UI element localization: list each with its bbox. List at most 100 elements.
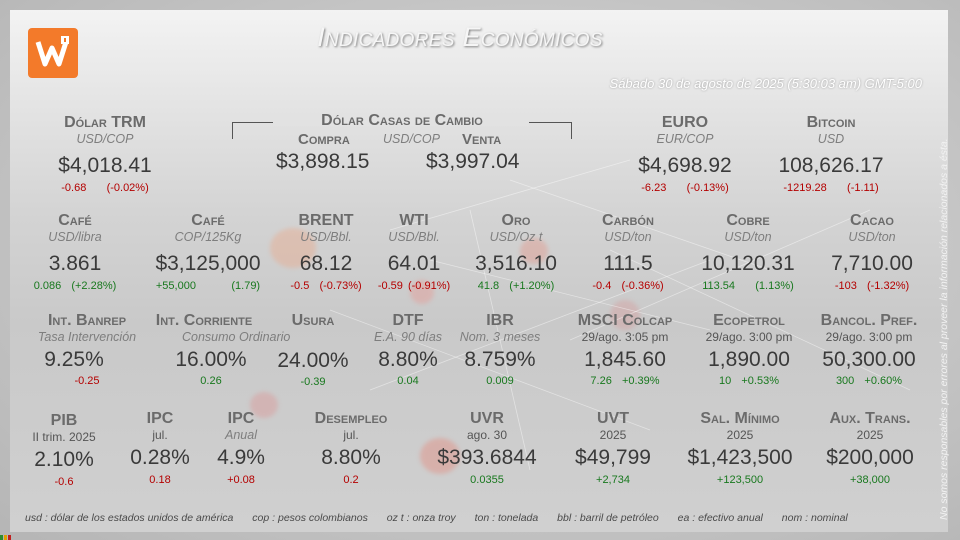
indicator-change: -0.6: [54, 476, 74, 488]
indicator-unit: EUR/COP: [656, 132, 714, 146]
indicator-value: 1,845.60: [584, 348, 666, 371]
indicator-change: +38,000: [849, 474, 891, 486]
legend-item: oz t : onza troy: [386, 512, 456, 524]
indicator-change-pct: (-0.91%): [407, 280, 451, 292]
indicator-value: $3,125,000: [155, 252, 261, 275]
network-lines-decoration: [329, 159, 911, 471]
indicator-value: 24.00%: [277, 349, 349, 372]
indicator-name: Int. Banrep: [47, 312, 127, 329]
indicator-name: EURO: [661, 114, 709, 131]
venta-value: $3,997.04: [426, 150, 520, 173]
indicator-name: Usura: [291, 312, 335, 329]
indicator-dtf: DTF E.A. 90 días 8.80% 0.04: [358, 312, 458, 387]
indicator-cobre: Cobre USD/ton 10,120.31 113.54 (1.13%): [688, 212, 808, 292]
indicator-value: 9.25%: [44, 348, 104, 371]
indicator-unit: USD/ton: [848, 230, 896, 244]
indicator-value: 3,516.10: [475, 252, 557, 275]
indicator-change-pct: +0.39%: [621, 375, 660, 387]
indicator-value: 3.861: [48, 252, 102, 275]
indicator-unit: USD: [817, 132, 845, 146]
indicator-int-corriente: Int. Corriente Consumo Ordinario 16.00% …: [142, 312, 291, 387]
indicator-change-abs: -0.68: [61, 182, 87, 194]
indicator-change: 0.18: [149, 474, 171, 486]
indicator-pib: PIB II trim. 2025 2.10% -0.6: [16, 410, 112, 488]
indicator-bancol-pref: Bancol. Pref. 29/ago. 3:00 pm 50,300.00 …: [806, 312, 932, 387]
datetime-label: Sábado 30 de agosto de 2025 (5:30:03 am)…: [609, 76, 922, 91]
indicator-value: 8.759%: [464, 348, 536, 371]
indicator-change-pct: (-0.36%): [621, 280, 664, 292]
indicator-change-pct: (+2.28%): [71, 280, 117, 292]
flag-stripe: [4, 535, 7, 540]
indicator-change-abs: +55,000: [155, 280, 196, 292]
indicator-bitcoin: Bitcoin USD 108,626.17 -1219.28 (-1.11): [756, 114, 906, 194]
indicator-carbon: Carbón USD/ton 111.5 -0.4 (-0.36%): [578, 212, 678, 292]
indicator-unit: E.A. 90 días: [373, 330, 443, 344]
indicator-unit: Anual: [225, 428, 257, 442]
indicator-change-pct: (-0.02%): [106, 182, 149, 194]
indicator-change-abs: 300: [835, 375, 855, 387]
indicator-change-abs: 10: [719, 375, 732, 387]
indicator-unit: 29/ago. 3:00 pm: [705, 330, 793, 344]
indicator-change: 0.2: [343, 474, 359, 486]
indicator-aux-transporte: Aux. Trans. 2025 $200,000 +38,000: [806, 410, 934, 486]
indicator-unit: USD/Bbl.: [388, 230, 440, 244]
casas-cambio-bracket: [232, 120, 572, 139]
indicator-change: 0.26: [200, 375, 222, 387]
indicator-name: MSCI Colcap: [577, 312, 673, 329]
indicator-uvt: UVT 2025 $49,799 +2,734: [558, 410, 668, 486]
indicator-unit: Tasa Intervención: [37, 330, 137, 344]
indicator-change-pct: (+1.20%): [509, 280, 555, 292]
indicator-name: Int. Corriente: [155, 312, 253, 329]
indicator-name: WTI: [399, 212, 429, 229]
indicator-cafe-cop: Café COP/125Kg $3,125,000 +55,000 (1.79): [138, 212, 278, 292]
indicator-unit: USD/Bbl.: [300, 230, 352, 244]
indicator-value: $4,018.41: [58, 154, 152, 177]
indicator-uvr: UVR ago. 30 $393.6844 0.0355: [420, 410, 554, 486]
indicator-change-pct: (-1.32%): [866, 280, 910, 292]
indicator-cafe-usd: Café USD/libra 3.861 0.086 (+2.28%): [10, 212, 140, 292]
indicator-change-abs: 0.086: [33, 280, 62, 292]
indicator-name: Cacao: [850, 212, 894, 229]
indicator-unit: COP/125Kg: [174, 230, 242, 244]
legend-item: nom : nominal: [781, 512, 848, 524]
bokeh-dot: [610, 300, 640, 330]
indicator-unit: 29/ago. 3:00 pm: [825, 330, 913, 344]
indicator-change: +0.08: [227, 474, 255, 486]
indicator-brent: BRENT USD/Bbl. 68.12 -0.5 (-0.73%): [276, 212, 376, 292]
legend-item: bbl : barril de petróleo: [557, 512, 659, 524]
indicator-unit: ago. 30: [466, 428, 508, 442]
indicator-unit: 2025: [726, 428, 754, 442]
indicator-name: UVT: [597, 410, 629, 427]
indicator-name: Desempleo: [314, 410, 388, 427]
indicator-salario-minimo: Sal. Mínimo 2025 $1,423,500 +123,500: [670, 410, 810, 486]
indicator-name: Sal. Mínimo: [700, 410, 780, 427]
indicator-change: +123,500: [716, 474, 764, 486]
brand-logo: [28, 28, 78, 78]
indicator-name: Dólar TRM: [64, 114, 146, 131]
indicator-unit: USD/ton: [604, 230, 652, 244]
bokeh-dot: [410, 280, 434, 304]
indicator-change-abs: -0.4: [592, 280, 612, 292]
indicator-name: IBR: [486, 312, 514, 329]
indicator-value: $1,423,500: [687, 446, 793, 469]
indicator-name: Aux. Trans.: [829, 410, 911, 427]
indicator-value: 7,710.00: [831, 252, 913, 275]
indicator-name: IPC: [146, 410, 174, 427]
indicator-unit: jul.: [152, 428, 168, 442]
flag-stripe: [0, 535, 3, 540]
indicator-value: 1,890.00: [708, 348, 790, 371]
indicator-change-pct: (1.79): [231, 280, 261, 292]
indicator-change-abs: -1219.28: [783, 182, 827, 194]
indicator-value: 16.00%: [175, 348, 247, 371]
indicator-name: Café: [58, 212, 92, 229]
indicator-value: $49,799: [575, 446, 651, 469]
indicator-unit: USD/COP: [76, 132, 134, 146]
indicator-change-pct: (-0.73%): [319, 280, 362, 292]
indicator-change-abs: -6.23: [641, 182, 667, 194]
indicator-ipc-anual: IPC Anual 4.9% +0.08: [196, 410, 286, 486]
indicator-value: 8.80%: [321, 446, 381, 469]
indicator-change-abs: 113.54: [702, 280, 736, 292]
page-title: Indicadores Económicos: [317, 22, 603, 52]
indicator-name: Bancol. Pref.: [820, 312, 918, 329]
indicator-value: 111.5: [603, 252, 653, 275]
